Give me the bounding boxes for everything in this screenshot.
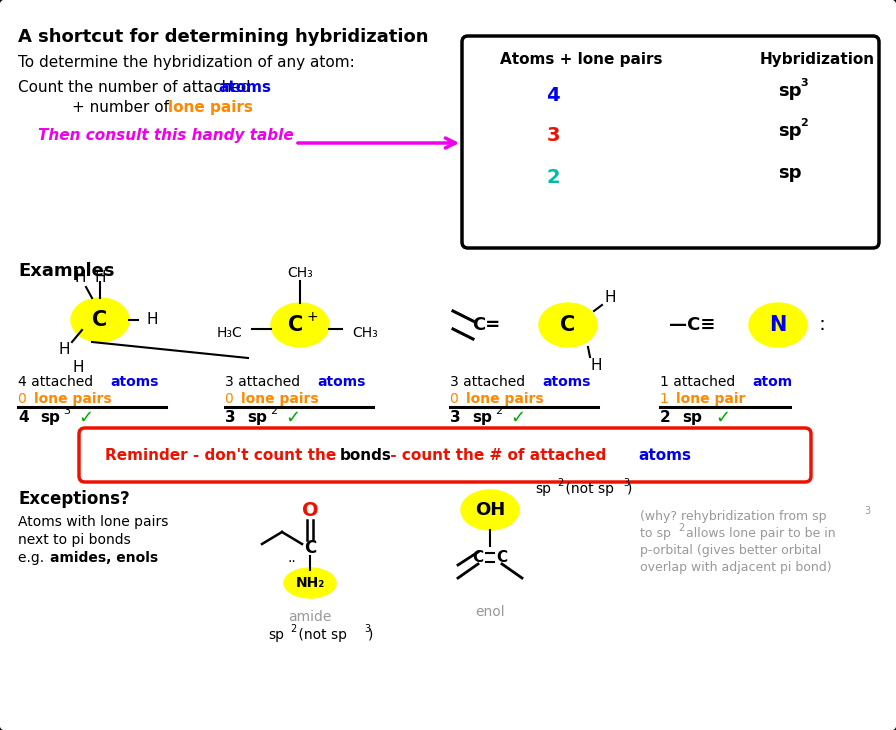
Text: Examples: Examples bbox=[18, 262, 115, 280]
Text: 3: 3 bbox=[864, 506, 870, 516]
Text: H: H bbox=[74, 271, 86, 285]
Text: + number of: + number of bbox=[72, 100, 174, 115]
Text: To determine the hybridization of any atom:: To determine the hybridization of any at… bbox=[18, 55, 355, 70]
Text: enol: enol bbox=[475, 605, 504, 619]
Text: atom: atom bbox=[752, 375, 792, 389]
Text: lone pair: lone pair bbox=[676, 392, 745, 406]
Text: overlap with adjacent pi bond): overlap with adjacent pi bond) bbox=[640, 561, 831, 574]
Text: atoms: atoms bbox=[542, 375, 590, 389]
Text: sp: sp bbox=[778, 82, 802, 100]
Text: ✓: ✓ bbox=[78, 409, 93, 427]
Text: lone pairs: lone pairs bbox=[34, 392, 112, 406]
Text: atoms: atoms bbox=[218, 80, 271, 95]
Text: sp: sp bbox=[472, 410, 492, 425]
Text: C=: C= bbox=[472, 316, 500, 334]
Ellipse shape bbox=[749, 303, 807, 347]
Text: CH₃: CH₃ bbox=[352, 326, 378, 340]
Text: Reminder - don't count the: Reminder - don't count the bbox=[105, 447, 341, 463]
Text: H₃C: H₃C bbox=[216, 326, 242, 340]
Text: :: : bbox=[813, 315, 826, 334]
Text: lone pairs: lone pairs bbox=[241, 392, 319, 406]
Text: Hybridization: Hybridization bbox=[760, 52, 875, 67]
Text: (not sp: (not sp bbox=[561, 482, 614, 496]
Text: ): ) bbox=[627, 482, 633, 496]
Text: CH₃: CH₃ bbox=[287, 266, 313, 280]
Text: ): ) bbox=[368, 628, 374, 642]
Text: 0: 0 bbox=[450, 392, 463, 406]
Text: sp: sp bbox=[778, 122, 802, 140]
Text: N: N bbox=[770, 315, 787, 335]
Text: 3: 3 bbox=[800, 78, 807, 88]
Text: OH: OH bbox=[475, 501, 505, 519]
Text: 3: 3 bbox=[547, 126, 560, 145]
Text: ✓: ✓ bbox=[285, 409, 300, 427]
Text: lone pairs: lone pairs bbox=[466, 392, 544, 406]
Text: Atoms + lone pairs: Atoms + lone pairs bbox=[500, 52, 662, 67]
Text: e.g.: e.g. bbox=[18, 551, 48, 565]
Text: p-orbital (gives better orbital: p-orbital (gives better orbital bbox=[640, 544, 822, 557]
Text: Count the number of attached: Count the number of attached bbox=[18, 80, 255, 95]
Text: —C≡: —C≡ bbox=[669, 316, 716, 334]
Text: 2: 2 bbox=[800, 118, 808, 128]
Text: H: H bbox=[73, 361, 83, 375]
Text: 1: 1 bbox=[660, 392, 673, 406]
FancyBboxPatch shape bbox=[462, 36, 879, 248]
Text: allows lone pair to be in: allows lone pair to be in bbox=[682, 527, 836, 540]
Text: C: C bbox=[496, 550, 507, 566]
Text: 3: 3 bbox=[63, 406, 70, 416]
Text: amide: amide bbox=[289, 610, 332, 624]
Text: Then consult this handy table: Then consult this handy table bbox=[38, 128, 294, 143]
Text: next to pi bonds: next to pi bonds bbox=[18, 533, 131, 547]
Text: sp: sp bbox=[247, 410, 267, 425]
Text: atoms: atoms bbox=[638, 447, 691, 463]
Text: to sp: to sp bbox=[640, 527, 671, 540]
Text: - count the # of attached: - count the # of attached bbox=[385, 447, 611, 463]
Text: C: C bbox=[304, 539, 316, 557]
Text: 2: 2 bbox=[495, 406, 502, 416]
Text: 2: 2 bbox=[660, 410, 671, 425]
Ellipse shape bbox=[539, 303, 597, 347]
Ellipse shape bbox=[284, 568, 336, 598]
Text: 4: 4 bbox=[18, 410, 29, 425]
Text: 4: 4 bbox=[547, 86, 560, 105]
Text: bonds: bonds bbox=[340, 447, 392, 463]
Text: A shortcut for determining hybridization: A shortcut for determining hybridization bbox=[18, 28, 428, 46]
Text: 2: 2 bbox=[290, 624, 297, 634]
Text: H: H bbox=[146, 312, 158, 328]
Text: sp: sp bbox=[40, 410, 60, 425]
Text: 2: 2 bbox=[547, 168, 560, 187]
Ellipse shape bbox=[71, 298, 129, 342]
Text: sp: sp bbox=[268, 628, 284, 642]
FancyBboxPatch shape bbox=[79, 428, 811, 482]
Text: 0: 0 bbox=[225, 392, 238, 406]
Text: sp: sp bbox=[535, 482, 551, 496]
Ellipse shape bbox=[461, 490, 519, 530]
Text: NH₂: NH₂ bbox=[296, 576, 324, 590]
Text: +: + bbox=[306, 310, 318, 324]
Text: C: C bbox=[289, 315, 304, 335]
Text: 2: 2 bbox=[557, 478, 564, 488]
Text: (why? rehybridization from sp: (why? rehybridization from sp bbox=[640, 510, 826, 523]
Text: amides, enols: amides, enols bbox=[50, 551, 158, 565]
Text: 3: 3 bbox=[623, 478, 629, 488]
Text: 2: 2 bbox=[270, 406, 277, 416]
Text: 3: 3 bbox=[450, 410, 461, 425]
Text: atoms: atoms bbox=[317, 375, 366, 389]
Text: 3 attached: 3 attached bbox=[225, 375, 305, 389]
Text: ✓: ✓ bbox=[510, 409, 525, 427]
Text: 1 attached: 1 attached bbox=[660, 375, 739, 389]
Text: lone pairs: lone pairs bbox=[168, 100, 253, 115]
Text: H: H bbox=[94, 271, 106, 285]
Text: atoms: atoms bbox=[110, 375, 159, 389]
Text: 2: 2 bbox=[678, 523, 685, 533]
Text: 3 attached: 3 attached bbox=[450, 375, 530, 389]
Text: ✓: ✓ bbox=[715, 409, 730, 427]
Text: Exceptions?: Exceptions? bbox=[18, 490, 130, 508]
Text: sp: sp bbox=[778, 164, 802, 182]
Text: sp: sp bbox=[682, 410, 702, 425]
Text: 4 attached: 4 attached bbox=[18, 375, 98, 389]
Text: 3: 3 bbox=[364, 624, 370, 634]
Text: C: C bbox=[92, 310, 108, 330]
Text: H: H bbox=[58, 342, 70, 358]
